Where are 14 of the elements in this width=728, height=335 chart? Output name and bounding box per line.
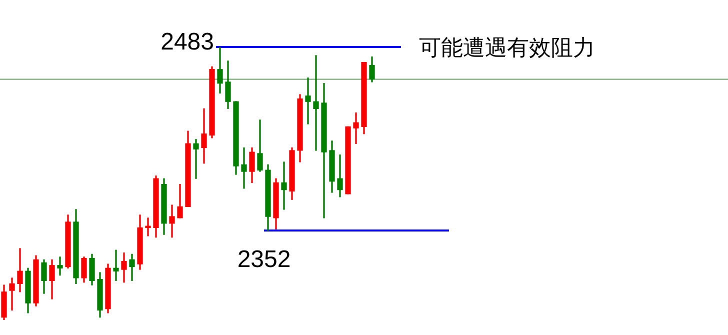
candlestick xyxy=(241,147,247,189)
candlestick xyxy=(353,112,359,144)
candlestick xyxy=(113,250,119,282)
candlestick xyxy=(313,55,319,151)
candlestick xyxy=(9,278,15,310)
annotation: 2352 xyxy=(237,246,291,274)
candlestick xyxy=(193,138,199,179)
candlestick xyxy=(305,78,311,124)
candlestick xyxy=(169,204,175,238)
candlestick xyxy=(145,218,151,236)
annotation: 2483 xyxy=(160,28,214,56)
candlestick xyxy=(57,256,63,276)
text: 可能遭遇有效阻力 xyxy=(419,35,595,60)
candlestick xyxy=(281,162,287,210)
